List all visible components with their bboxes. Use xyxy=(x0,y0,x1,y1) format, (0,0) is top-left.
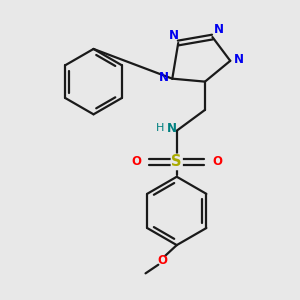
Text: S: S xyxy=(172,154,182,169)
Text: N: N xyxy=(169,29,179,42)
Text: O: O xyxy=(212,155,222,168)
Text: H: H xyxy=(156,123,165,133)
Text: N: N xyxy=(234,53,244,66)
Text: O: O xyxy=(157,254,167,267)
Text: N: N xyxy=(214,23,224,36)
Text: N: N xyxy=(167,122,176,135)
Text: O: O xyxy=(131,155,141,168)
Text: N: N xyxy=(159,71,169,84)
